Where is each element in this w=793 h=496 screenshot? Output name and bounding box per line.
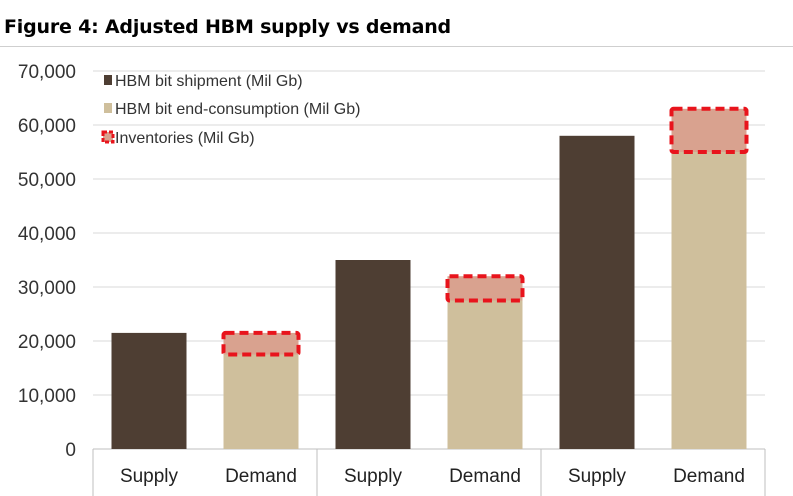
legend: HBM bit shipment (Mil Gb) HBM bit end-con… — [101, 73, 360, 147]
x-tick-label: Demand — [673, 466, 745, 487]
y-tick-label: 60,000 — [18, 116, 76, 137]
bar-inventories-outline — [669, 106, 749, 155]
legend-label: HBM bit end-consumption (Mil Gb) — [115, 101, 360, 118]
bar-supply — [111, 332, 187, 449]
x-tick-label: Demand — [449, 466, 521, 487]
bar-end-consumption — [447, 300, 523, 449]
gridlines — [93, 70, 765, 396]
bar-supply — [335, 260, 411, 449]
bar-end-consumption — [671, 152, 747, 449]
bars — [111, 106, 749, 450]
y-tick-label: 20,000 — [18, 332, 76, 353]
x-tick-label: Demand — [225, 466, 297, 487]
legend-label: HBM bit shipment (Mil Gb) — [115, 73, 303, 90]
x-tick-label: Supply — [344, 466, 403, 487]
y-tick-label: 30,000 — [18, 278, 76, 299]
x-tick-label: Supply — [568, 466, 627, 487]
y-tick-label: 10,000 — [18, 386, 76, 407]
y-tick-label: 50,000 — [18, 170, 76, 191]
bar-inventories-outline — [445, 274, 525, 303]
title-rule — [0, 46, 793, 47]
bar-inventories — [447, 276, 523, 301]
bar-end-consumption — [223, 354, 299, 449]
figure-title: Figure 4: Adjusted HBM supply vs demand — [4, 16, 451, 38]
legend-swatch-consumption — [104, 103, 112, 113]
x-tick-label: Supply — [120, 466, 179, 487]
bar-inventories — [223, 332, 299, 355]
bar-inventories-outline — [221, 330, 301, 357]
legend-label: Inventories (Mil Gb) — [115, 130, 255, 147]
y-tick-label: 70,000 — [18, 62, 76, 83]
legend-swatch-shipment — [104, 75, 112, 85]
bar-inventories — [671, 108, 747, 152]
legend-swatch-inventories — [101, 130, 115, 144]
axes: 0 10,000 20,000 30,000 40,000 50,000 60,000 70,… — [18, 62, 766, 496]
bar-supply — [559, 135, 635, 450]
y-tick-label: 40,000 — [18, 224, 76, 245]
y-tick-label: 0 — [65, 440, 76, 461]
